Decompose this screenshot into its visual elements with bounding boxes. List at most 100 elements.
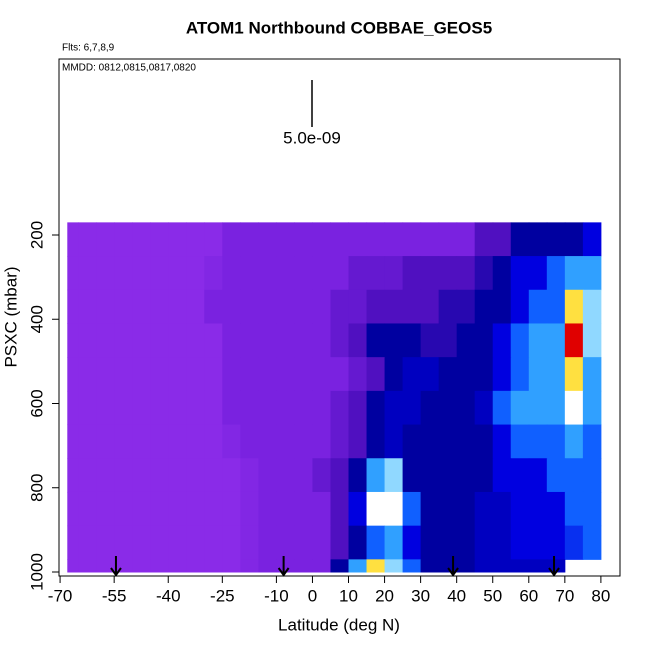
heatmap-cell bbox=[222, 424, 241, 459]
heatmap-cell bbox=[186, 357, 205, 392]
heatmap-cell bbox=[492, 559, 512, 573]
heatmap-cell bbox=[330, 222, 350, 257]
heatmap-cell bbox=[78, 458, 97, 493]
heatmap-cell bbox=[546, 390, 566, 426]
heatmap-cell bbox=[240, 222, 259, 257]
heatmap-cell bbox=[456, 256, 476, 291]
heatmap-cell bbox=[132, 390, 151, 426]
heatmap-cell bbox=[240, 458, 259, 493]
heatmap-cell bbox=[114, 559, 133, 573]
heatmap-cell bbox=[456, 390, 476, 426]
heatmap-cell bbox=[96, 222, 115, 257]
heatmap-cell bbox=[78, 289, 97, 324]
heatmap-cell bbox=[528, 289, 548, 324]
heatmap-cell bbox=[438, 390, 458, 426]
heatmap-cell bbox=[258, 390, 277, 426]
heatmap-cell bbox=[564, 491, 584, 527]
heatmap-cell bbox=[114, 323, 133, 358]
heatmap-cell bbox=[312, 525, 331, 560]
heatmap-cell bbox=[474, 491, 494, 527]
heatmap-cell bbox=[114, 222, 133, 257]
heatmap-cell bbox=[204, 357, 223, 392]
heatmap-cell bbox=[186, 559, 205, 573]
heatmap-cell bbox=[168, 222, 187, 257]
heatmap-cell bbox=[438, 289, 458, 324]
heatmap-cell bbox=[348, 323, 368, 358]
heatmap-cell bbox=[402, 222, 422, 257]
heatmap-cell bbox=[67, 559, 79, 573]
heatmap-cell bbox=[240, 491, 259, 527]
scale-label: 5.0e-09 bbox=[283, 128, 341, 147]
heatmap-cell bbox=[294, 390, 313, 426]
heatmap-cell bbox=[546, 491, 566, 527]
heatmap-cell bbox=[528, 222, 548, 257]
heatmap-cell bbox=[330, 559, 350, 573]
heatmap-cell bbox=[186, 222, 205, 257]
heatmap-cell bbox=[582, 458, 602, 493]
heatmap-cell bbox=[114, 458, 133, 493]
heatmap-cell bbox=[294, 222, 313, 257]
heatmap-cell bbox=[420, 357, 440, 392]
heatmap-cell bbox=[312, 491, 331, 527]
heatmap-cell bbox=[150, 323, 169, 358]
heatmap-cell bbox=[564, 458, 584, 493]
heatmap-cell bbox=[168, 525, 187, 560]
heatmap-cell bbox=[276, 323, 295, 358]
heatmap-cell bbox=[528, 559, 548, 573]
heatmap-cell bbox=[366, 357, 386, 392]
heatmap-cell bbox=[402, 289, 422, 324]
heatmap-cell bbox=[276, 559, 295, 573]
heatmap-cell bbox=[366, 559, 386, 573]
heatmap-cell bbox=[168, 390, 187, 426]
y-tick-label: 200 bbox=[27, 221, 46, 249]
heatmap-cell bbox=[456, 559, 476, 573]
heatmap-cell bbox=[168, 357, 187, 392]
heatmap-cell bbox=[474, 458, 494, 493]
x-tick-label: 20 bbox=[375, 586, 394, 605]
heatmap-cell bbox=[456, 458, 476, 493]
heatmap-cell bbox=[348, 256, 368, 291]
heatmap-cell bbox=[420, 256, 440, 291]
heatmap-cell bbox=[276, 357, 295, 392]
heatmap-cell bbox=[510, 559, 530, 573]
heatmap-cell bbox=[582, 222, 602, 257]
heatmap-cell bbox=[402, 390, 422, 426]
heatmap-cell bbox=[366, 289, 386, 324]
heatmap-cell bbox=[240, 390, 259, 426]
x-tick-label: -70 bbox=[48, 586, 73, 605]
heatmap-cell bbox=[312, 424, 331, 459]
heatmap-cell bbox=[546, 525, 566, 560]
heatmap-cell bbox=[222, 390, 241, 426]
x-axis-label: Latitude (deg N) bbox=[278, 615, 400, 634]
arrow bbox=[277, 556, 290, 577]
y-tick-label: 400 bbox=[27, 305, 46, 333]
heatmap-cell bbox=[96, 357, 115, 392]
heatmap-cell bbox=[78, 323, 97, 358]
heatmap-cell bbox=[222, 222, 241, 257]
heatmap-cell bbox=[132, 323, 151, 358]
heatmap-cell bbox=[402, 458, 422, 493]
heatmap-cell bbox=[312, 357, 331, 392]
heatmap-cell bbox=[402, 256, 422, 291]
y-tick-label: 1000 bbox=[27, 553, 46, 591]
heatmap-cell bbox=[546, 222, 566, 257]
heatmap-cell bbox=[510, 424, 530, 459]
heatmap-cell bbox=[294, 559, 313, 573]
heatmap-cell bbox=[276, 256, 295, 291]
heatmap-cell bbox=[528, 491, 548, 527]
heatmap-cell bbox=[222, 323, 241, 358]
heatmap-cell bbox=[258, 323, 277, 358]
heatmap-cell bbox=[420, 390, 440, 426]
heatmap-cell bbox=[366, 323, 386, 358]
heatmap-cell bbox=[78, 357, 97, 392]
heatmap-cell bbox=[276, 424, 295, 459]
heatmap-cell bbox=[474, 390, 494, 426]
heatmap-cell bbox=[546, 256, 566, 291]
heatmap-cell bbox=[510, 222, 530, 257]
heatmap-cell bbox=[258, 525, 277, 560]
heatmap-cell bbox=[78, 390, 97, 426]
heatmap-cell bbox=[150, 357, 169, 392]
heatmap-cell bbox=[492, 458, 512, 493]
heatmap-cell bbox=[222, 458, 241, 493]
heatmap-cell bbox=[402, 424, 422, 459]
